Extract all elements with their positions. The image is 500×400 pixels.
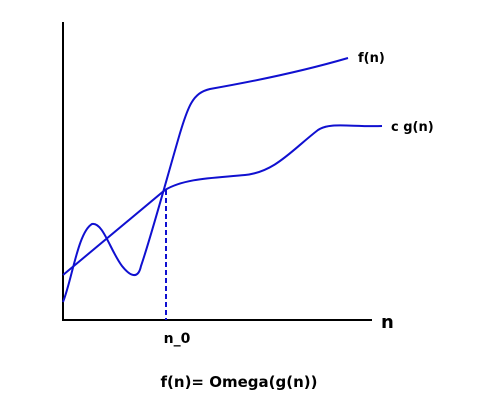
curve-cg xyxy=(62,124,383,276)
x-axis-label: n xyxy=(381,312,394,333)
caption: f(n)= Omega(g(n)) xyxy=(161,373,318,391)
label-cg: c g(n) xyxy=(391,120,434,135)
curve-f xyxy=(62,57,349,303)
n0-label: n_0 xyxy=(164,331,191,347)
label-f: f(n) xyxy=(358,51,385,66)
